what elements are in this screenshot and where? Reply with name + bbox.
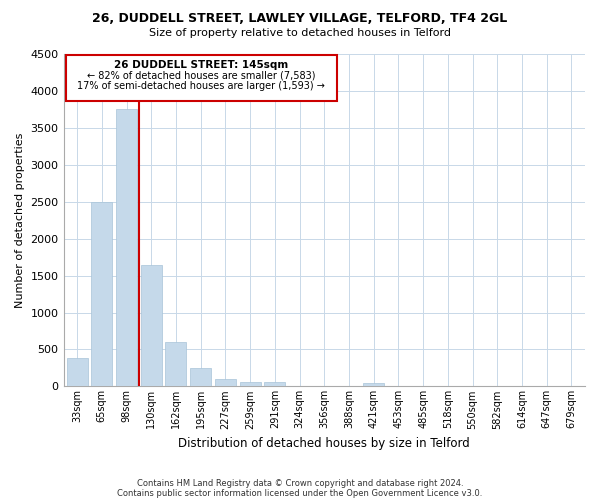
Bar [239, 382, 260, 386]
Text: 26, DUDDELL STREET, LAWLEY VILLAGE, TELFORD, TF4 2GL: 26, DUDDELL STREET, LAWLEY VILLAGE, TELF… [92, 12, 508, 26]
Bar [91, 202, 112, 386]
Bar [166, 342, 187, 386]
Bar [116, 110, 137, 386]
Bar [141, 266, 162, 386]
Text: Contains public sector information licensed under the Open Government Licence v3: Contains public sector information licen… [118, 488, 482, 498]
X-axis label: Distribution of detached houses by size in Telford: Distribution of detached houses by size … [178, 437, 470, 450]
Bar [190, 368, 211, 386]
Bar [215, 379, 236, 386]
Text: 17% of semi-detached houses are larger (1,593) →: 17% of semi-detached houses are larger (… [77, 80, 325, 90]
Bar [67, 358, 88, 386]
Text: Size of property relative to detached houses in Telford: Size of property relative to detached ho… [149, 28, 451, 38]
Y-axis label: Number of detached properties: Number of detached properties [15, 132, 25, 308]
FancyBboxPatch shape [66, 56, 337, 100]
Bar [265, 382, 286, 386]
Text: 26 DUDDELL STREET: 145sqm: 26 DUDDELL STREET: 145sqm [114, 60, 289, 70]
Text: Contains HM Land Registry data © Crown copyright and database right 2024.: Contains HM Land Registry data © Crown c… [137, 478, 463, 488]
Bar [363, 382, 384, 386]
Text: ← 82% of detached houses are smaller (7,583): ← 82% of detached houses are smaller (7,… [87, 70, 316, 81]
